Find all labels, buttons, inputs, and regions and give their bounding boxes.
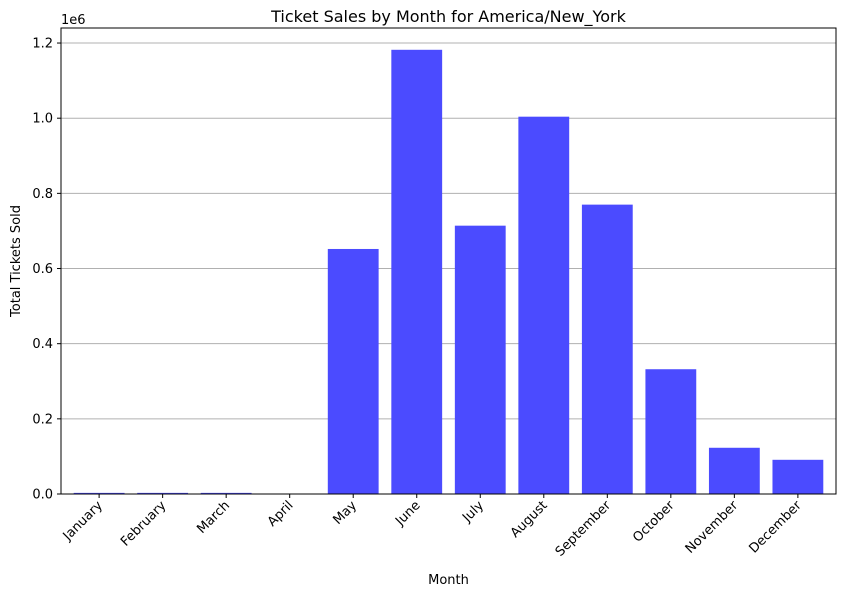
gridlines — [61, 42, 836, 495]
bar-august — [518, 116, 570, 495]
y-tick-label: 1.0 — [32, 112, 53, 127]
x-axis-ticks: January February March April May June July Augu… — [60, 494, 805, 560]
x-tick-label: January — [60, 498, 106, 544]
y-tick-label: 0.4 — [32, 337, 53, 352]
y-tick-label: 0.8 — [32, 187, 53, 202]
x-tick-label: December — [746, 498, 805, 557]
x-tick-label: March — [194, 498, 233, 537]
bars — [73, 49, 824, 495]
chart-title: Ticket Sales by Month for America/New_Yo… — [270, 7, 626, 27]
plot-frame — [60, 27, 837, 495]
y-tick-label: 0.6 — [32, 262, 53, 277]
y-tick-label: 0.0 — [32, 488, 53, 503]
bar-january — [73, 492, 125, 494]
bar-july — [454, 225, 506, 494]
y-tick-label: 1.2 — [32, 37, 53, 52]
x-tick-label: October — [630, 498, 678, 546]
x-tick-label: November — [683, 498, 742, 557]
bar-may — [327, 248, 379, 494]
y-tick-label: 0.2 — [32, 412, 53, 427]
bar-december — [772, 459, 824, 494]
x-tick-label: February — [118, 498, 170, 550]
y-axis-ticks: 0.0 0.2 0.4 0.6 0.8 1.0 1.2 — [32, 37, 61, 503]
x-tick-label: April — [265, 498, 297, 530]
bar-june — [391, 49, 443, 494]
bar-september — [581, 204, 633, 494]
x-tick-label: July — [459, 498, 487, 526]
y-axis-scale-label: 1e6 — [61, 13, 86, 28]
x-tick-label: June — [392, 498, 423, 529]
x-tick-label: May — [330, 498, 360, 528]
bar-november — [708, 447, 760, 494]
bar-march — [200, 492, 252, 494]
bar-february — [137, 492, 189, 494]
y-axis-label: Total Tickets Sold — [9, 205, 24, 318]
x-axis-label: Month — [428, 573, 469, 588]
x-tick-label: August — [508, 498, 551, 541]
bar-october — [645, 369, 697, 494]
x-tick-label: September — [553, 498, 615, 560]
